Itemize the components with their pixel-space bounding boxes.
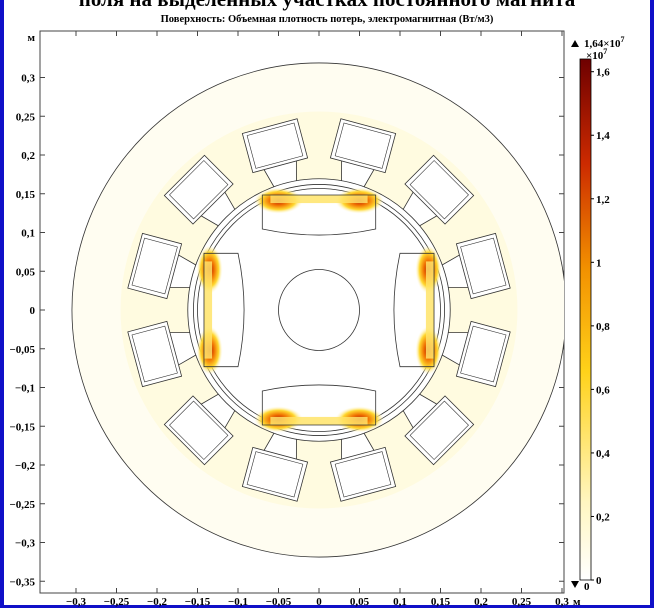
magnet-top [254, 187, 384, 236]
magnet-outline [261, 384, 377, 426]
airgap-circle [193, 184, 445, 436]
magnet-surface [203, 261, 213, 359]
colorbar-tick-label: 1 [596, 257, 602, 269]
stator-slot [163, 154, 236, 227]
y-tick-label: −0,1 [15, 383, 35, 395]
y-tick-label: 0,15 [16, 189, 36, 201]
slot-coil-inner [334, 451, 392, 498]
colorbar-max-marker [571, 40, 579, 47]
colorbar: 1,6 1,4 1,2 1 0,8 0,6 0,4 0,2 0 1,64×107×107 0 [571, 35, 625, 593]
magnet-outline [393, 252, 435, 368]
x-tick-label: −0,1 [228, 596, 248, 608]
stator-slot [241, 118, 309, 189]
plot-title: Поверхность: Объемная плотность потерь, … [160, 14, 494, 25]
colorbar-tick-label: 0,6 [596, 384, 610, 396]
slot-coil-inner [131, 325, 178, 383]
slot-coil-inner [246, 122, 304, 169]
x-tick-label: 0,2 [474, 596, 488, 608]
stator-slot [402, 154, 475, 227]
axes-group: −0,3 −0,25 −0,2 −0,15 −0,1 −0,05 0 0,05 0,1 0,15 0… [9, 31, 581, 608]
y-tick-label: −0,35 [9, 576, 35, 588]
stator-slot [127, 232, 198, 300]
colorbar-max-label: 1,64×107 [584, 35, 625, 50]
motor-geometry [71, 62, 564, 558]
slot-coil-inner [169, 160, 229, 220]
x-tick-label: 0,05 [350, 596, 370, 608]
colorbar-tick-label: 0,4 [596, 448, 610, 460]
y-tick-label: −0,25 [9, 499, 35, 511]
magnet-left [196, 245, 245, 375]
slot-coil-inner [246, 451, 304, 498]
x-tick-label: −0,25 [104, 596, 130, 608]
x-tick-label: −0,15 [185, 596, 211, 608]
y-tick-label: 0,2 [21, 150, 35, 162]
y-tick-label: 0 [30, 305, 36, 317]
colorbar-min-label: 0 [584, 581, 590, 593]
slot-coil-inner [131, 237, 178, 295]
stator-slot [440, 320, 511, 388]
magnet-outline [261, 194, 377, 236]
colorbar-tick-label: 0 [596, 575, 602, 587]
colorbar-tick-label: 0,8 [596, 321, 610, 333]
stator-slot [241, 431, 309, 502]
slot-coil-inner [460, 237, 507, 295]
y-tick-label: −0,05 [9, 344, 35, 356]
x-tick-label: −0,05 [266, 596, 292, 608]
y-tick-label: 0,05 [16, 266, 36, 278]
colorbar-tick-label: 1,4 [596, 130, 610, 142]
y-tick-label: 0,1 [21, 228, 35, 240]
colorbar-tick-label: 1,6 [596, 67, 610, 79]
colorbar-min-marker [571, 581, 579, 588]
y-tick-label: 0,25 [16, 111, 36, 123]
y-tick-label: −0,2 [15, 460, 36, 472]
magnet-surface [425, 261, 435, 359]
slot-coil-inner [169, 400, 229, 460]
shaft [278, 269, 360, 351]
x-tick-label: −0,3 [66, 596, 87, 608]
figure-caption: поля на выделенных участках постоянного … [0, 0, 654, 12]
magnet-surface [270, 194, 368, 204]
slot-coil-inner [409, 400, 469, 460]
stator-slot [402, 393, 475, 466]
magnet-bottom [254, 384, 384, 433]
y-tick-label: 0,3 [21, 73, 35, 85]
magnet-outline [203, 252, 245, 368]
slot-coil-inner [334, 122, 392, 169]
slot-coil-inner [460, 325, 507, 383]
x-tick-label: 0,3 [555, 596, 569, 608]
x-tick-label: −0,2 [147, 596, 168, 608]
x-axis-label: м [573, 596, 581, 608]
magnet-right [393, 245, 442, 375]
colorbar-tick-label: 1,2 [596, 194, 610, 206]
colorbar-tick-label: 0,2 [596, 511, 610, 523]
colorbar-scale-label: ×107 [586, 47, 607, 62]
colorbar-bar [579, 58, 592, 581]
x-tick-label: 0 [316, 596, 322, 608]
x-tick-label: 0,15 [431, 596, 451, 608]
slot-coil-inner [409, 160, 469, 220]
x-tick-label: 0,1 [393, 596, 407, 608]
stator-slot [329, 431, 397, 502]
y-axis-label: м [28, 32, 36, 44]
magnet-surface [270, 416, 368, 426]
stator-slot [127, 320, 198, 388]
stator-slot [440, 232, 511, 300]
colorbar-scale-exponent: 7 [603, 47, 607, 56]
stator-slot [329, 118, 397, 189]
x-tick-label: 0,25 [512, 596, 532, 608]
y-tick-label: −0,3 [15, 538, 36, 550]
colorbar-max-exponent: 7 [621, 35, 625, 44]
stator-slot [163, 393, 236, 466]
y-tick-label: −0,15 [9, 421, 35, 433]
